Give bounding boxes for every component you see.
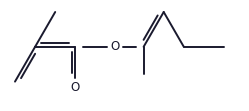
Text: O: O	[71, 81, 80, 94]
Text: O: O	[111, 40, 120, 53]
